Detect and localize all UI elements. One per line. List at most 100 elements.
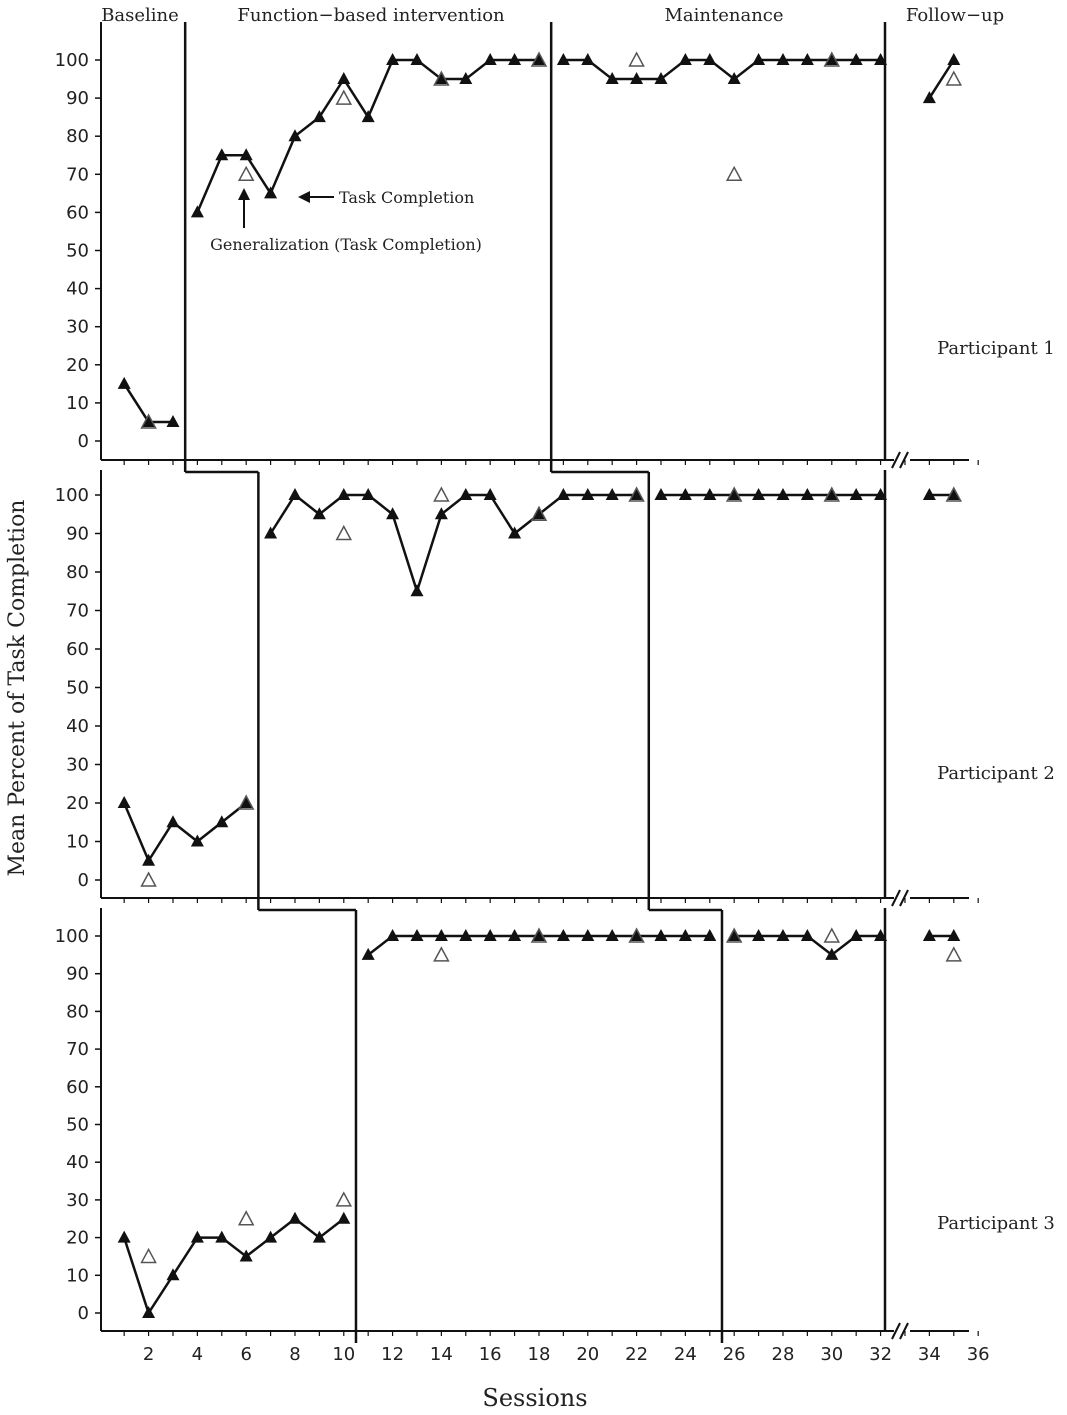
generalization-arrow-head — [238, 188, 250, 200]
generalization-point — [237, 794, 255, 810]
task-completion-point — [386, 929, 400, 941]
y-tick-label: 70 — [66, 164, 89, 185]
task-completion-line — [269, 493, 637, 596]
task-completion-point — [215, 148, 229, 161]
generalization-point — [140, 1247, 157, 1264]
task-completion-point — [752, 53, 766, 65]
task-completion-point — [874, 929, 888, 941]
y-tick-label: 40 — [66, 716, 89, 737]
generalization-point — [433, 70, 450, 86]
x-tick-label: 4 — [192, 1344, 203, 1365]
task-completion-point — [386, 53, 400, 65]
task-completion-point — [483, 929, 497, 941]
task-completion-point — [215, 1230, 229, 1243]
generalization-point — [530, 927, 548, 943]
task-completion-point — [776, 53, 790, 65]
task-completion-line — [122, 1217, 345, 1316]
generalization-point — [628, 486, 645, 502]
task-completion-point — [556, 488, 570, 500]
y-tick-label: 60 — [66, 202, 89, 223]
task-completion-point — [483, 53, 497, 65]
task-completion-point — [605, 72, 619, 85]
task-completion-point — [190, 1230, 204, 1243]
task-completion-point — [508, 929, 522, 941]
axis-break-mark — [899, 451, 909, 469]
task-completion-point — [337, 72, 351, 85]
x-tick-label: 8 — [289, 1344, 300, 1365]
phase-title-intervention: Function−based intervention — [237, 5, 505, 26]
task-completion-point — [581, 53, 595, 65]
task-completion-point — [825, 947, 839, 960]
task-completion-point — [776, 929, 790, 941]
task-completion-point — [874, 53, 888, 65]
task-completion-point — [312, 1230, 326, 1243]
task-completion-point — [825, 488, 839, 500]
generalization-point — [823, 486, 841, 502]
task-completion-line — [928, 59, 955, 99]
task-completion-point — [337, 1211, 351, 1224]
y-tick-label: 90 — [66, 88, 89, 109]
task-completion-point — [947, 929, 961, 941]
task-completion-point — [532, 929, 546, 941]
task-completion-point — [508, 526, 522, 539]
task-completion-point — [800, 929, 814, 941]
axis-break-mark — [891, 451, 901, 469]
axis-break-mark — [899, 889, 909, 907]
task-completion-point — [142, 1306, 156, 1318]
y-tick-label: 60 — [66, 639, 89, 660]
y-tick-label: 40 — [66, 1152, 89, 1173]
task-completion-point — [508, 53, 522, 65]
task-completion-point — [166, 815, 180, 828]
task-completion-point — [678, 488, 692, 500]
x-tick-label: 20 — [576, 1344, 599, 1365]
task-completion-point — [312, 110, 326, 123]
task-completion-point — [142, 853, 156, 866]
task-completion-point — [386, 507, 400, 520]
task-completion-point — [361, 488, 375, 500]
task-completion-point — [166, 414, 180, 427]
y-tick-label: 90 — [66, 524, 89, 545]
generalization-point — [335, 1191, 353, 1207]
task-completion-point — [727, 929, 741, 941]
task-completion-arrow-head — [298, 191, 310, 203]
y-tick-label: 80 — [66, 1001, 89, 1022]
axis-break-mark — [891, 889, 901, 907]
x-tick-label: 12 — [381, 1344, 404, 1365]
task-completion-point — [117, 376, 131, 389]
y-tick-label: 10 — [66, 1265, 89, 1286]
task-completion-point — [752, 488, 766, 500]
task-completion-point — [654, 72, 668, 85]
generalization-point — [628, 51, 645, 67]
y-tick-label: 70 — [66, 601, 89, 622]
x-tick-label: 34 — [918, 1344, 941, 1365]
task-completion-point — [239, 1249, 253, 1262]
y-axis-label: Mean Percent of Task Completion — [5, 500, 30, 877]
generalization-point — [945, 946, 963, 962]
x-tick-label: 2 — [143, 1344, 154, 1365]
generalization-point — [823, 51, 841, 67]
generalization-point — [725, 486, 743, 502]
task-completion-point — [361, 110, 375, 123]
task-completion-point — [361, 947, 375, 960]
x-tick-label: 10 — [332, 1344, 355, 1365]
x-axis-label: Sessions — [482, 1384, 587, 1412]
task-completion-point — [776, 488, 790, 500]
task-completion-point — [288, 129, 302, 142]
x-tick-label: 18 — [528, 1344, 551, 1365]
task-completion-point — [410, 584, 424, 597]
task-completion-point — [166, 1268, 180, 1281]
task-completion-point — [117, 1230, 131, 1243]
generalization-point — [237, 1210, 255, 1226]
task-completion-point — [117, 796, 131, 808]
task-completion-point — [264, 186, 278, 199]
generalization-point — [725, 927, 743, 943]
task-completion-point — [337, 488, 351, 500]
axis-break-mark — [899, 1322, 909, 1340]
y-tick-label: 50 — [66, 678, 89, 699]
task-completion-point — [727, 72, 741, 85]
generalization-point — [335, 89, 353, 105]
task-completion-point — [288, 488, 302, 500]
generalization-point — [725, 165, 743, 182]
axis-break-mark — [891, 1322, 901, 1340]
